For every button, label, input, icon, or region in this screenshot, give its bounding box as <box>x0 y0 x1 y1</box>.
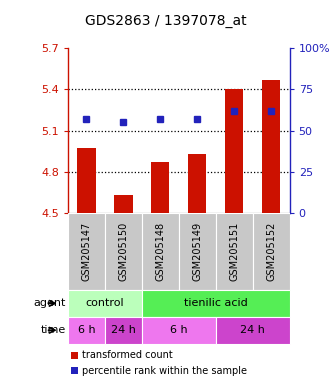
Bar <box>68 290 142 317</box>
Bar <box>105 317 142 344</box>
Bar <box>105 213 142 290</box>
Bar <box>114 195 132 213</box>
Bar <box>142 317 216 344</box>
Bar <box>216 317 290 344</box>
Bar <box>179 213 216 290</box>
Text: GSM205152: GSM205152 <box>266 222 276 281</box>
Bar <box>216 213 253 290</box>
Text: percentile rank within the sample: percentile rank within the sample <box>82 366 247 376</box>
Bar <box>77 149 96 213</box>
Text: GDS2863 / 1397078_at: GDS2863 / 1397078_at <box>85 14 246 28</box>
Text: GSM205149: GSM205149 <box>192 222 202 281</box>
Text: 24 h: 24 h <box>111 325 136 335</box>
Bar <box>68 317 105 344</box>
Text: 24 h: 24 h <box>240 325 265 335</box>
Bar <box>188 154 207 213</box>
Text: GSM205150: GSM205150 <box>118 222 128 281</box>
Bar <box>71 367 78 374</box>
Bar <box>225 89 243 213</box>
Text: 6 h: 6 h <box>170 325 188 335</box>
Bar <box>142 290 290 317</box>
Bar <box>151 162 169 213</box>
Text: control: control <box>85 298 124 308</box>
Text: time: time <box>41 325 66 335</box>
Bar <box>142 213 179 290</box>
Text: tienilic acid: tienilic acid <box>184 298 248 308</box>
Bar <box>68 213 105 290</box>
Text: 6 h: 6 h <box>77 325 95 335</box>
Bar <box>71 352 78 359</box>
Text: transformed count: transformed count <box>82 350 172 361</box>
Text: GSM205148: GSM205148 <box>155 222 165 281</box>
Text: GSM205151: GSM205151 <box>229 222 239 281</box>
Bar <box>262 79 280 213</box>
Bar <box>253 213 290 290</box>
Text: GSM205147: GSM205147 <box>81 222 91 281</box>
Text: agent: agent <box>34 298 66 308</box>
